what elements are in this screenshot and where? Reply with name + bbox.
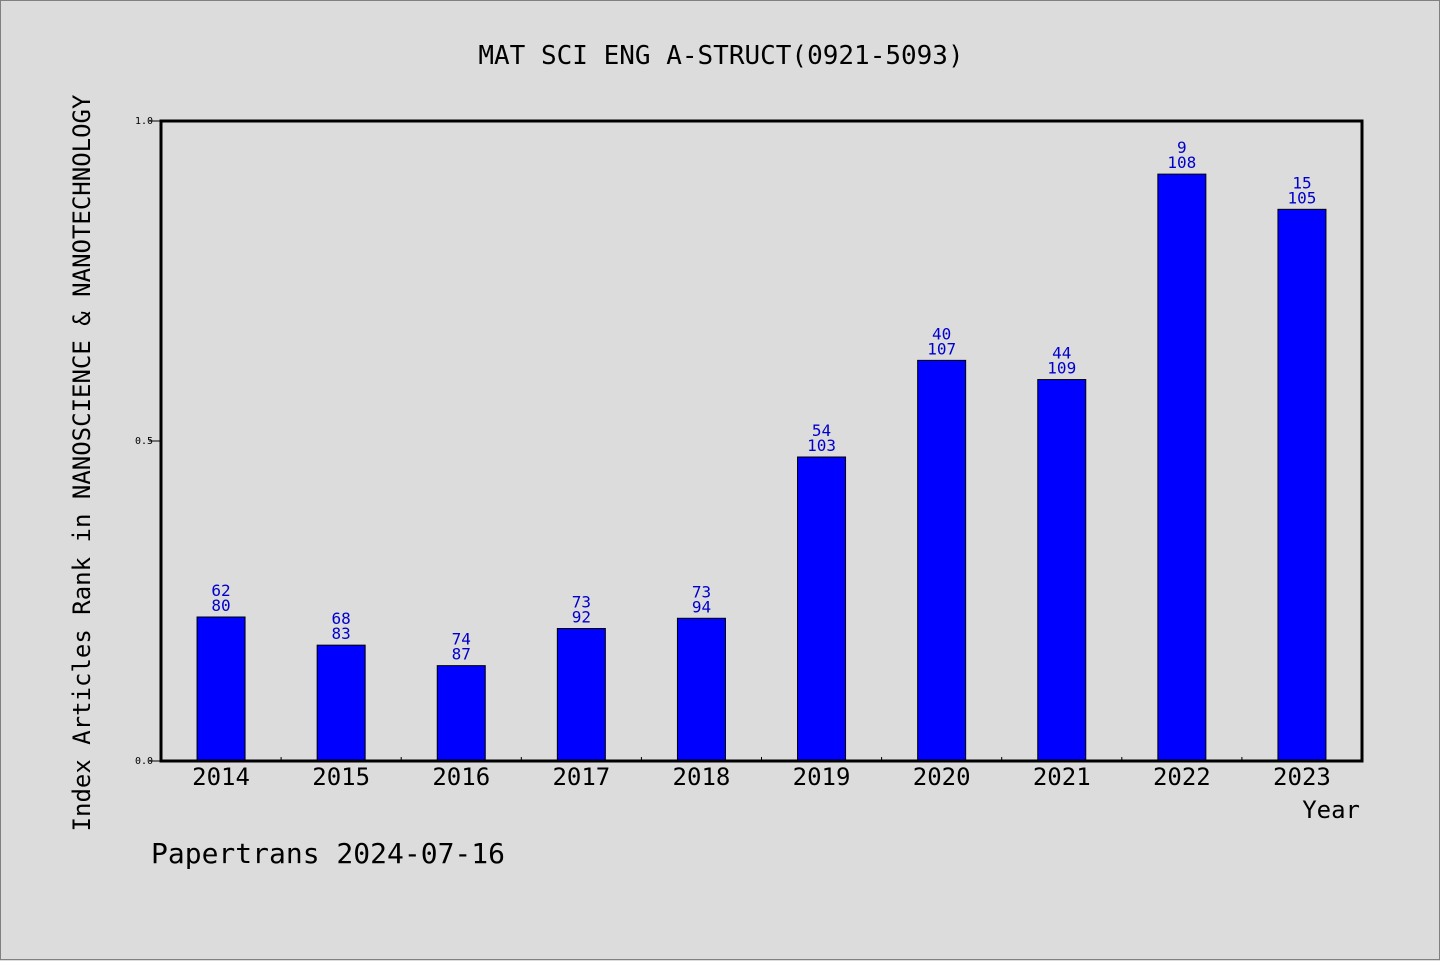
data-label-total: 94 — [692, 597, 711, 616]
x-tick-label: 2020 — [913, 763, 971, 791]
x-tick-label: 2021 — [1033, 763, 1091, 791]
data-label-total: 83 — [332, 624, 351, 643]
x-axis-label: Year — [1302, 796, 1360, 824]
data-label-total: 105 — [1287, 188, 1316, 207]
data-label-total: 87 — [452, 645, 471, 664]
bar-2014 — [196, 616, 246, 762]
bar-2020 — [917, 359, 967, 762]
data-label-rank: 62 — [211, 581, 230, 600]
bar-2016 — [436, 665, 486, 762]
data-label-rank: 40 — [932, 324, 951, 343]
bar-2023 — [1277, 208, 1327, 762]
data-label-rank: 74 — [452, 630, 471, 649]
bar-2021 — [1037, 379, 1087, 762]
x-tick-label: 2019 — [793, 763, 851, 791]
data-label-rank: 15 — [1292, 173, 1311, 192]
data-label-total: 109 — [1047, 359, 1076, 378]
data-label-rank: 54 — [812, 421, 831, 440]
x-tick-label: 2014 — [192, 763, 250, 791]
x-tick-label: 2015 — [312, 763, 370, 791]
bar-2022 — [1157, 173, 1207, 762]
x-tick-label: 2023 — [1273, 763, 1331, 791]
data-label-rank: 73 — [692, 582, 711, 601]
plot-area-border — [159, 119, 1364, 763]
y-tick-label: 1.0 — [135, 116, 153, 127]
data-label-total: 80 — [211, 596, 230, 615]
x-tick-label: 2018 — [673, 763, 731, 791]
footer-credit: Papertrans 2024-07-16 — [151, 837, 505, 870]
data-label-rank: 68 — [332, 609, 351, 628]
data-label-rank: 73 — [572, 593, 591, 612]
data-label-total: 107 — [927, 339, 956, 358]
data-label-total: 92 — [572, 608, 591, 627]
y-axis-label: Index Articles Rank in NANOSCIENCE & NAN… — [68, 94, 96, 831]
chart-title: MAT SCI ENG A-STRUCT(0921-5093) — [478, 41, 963, 71]
data-label-rank: 44 — [1052, 344, 1071, 363]
data-label-rank: 9 — [1177, 138, 1187, 157]
bar-2019 — [797, 456, 847, 762]
bar-2017 — [556, 628, 606, 762]
y-tick-label: 0.5 — [135, 436, 153, 447]
bar-2018 — [676, 617, 726, 762]
bar-2015 — [316, 644, 366, 762]
x-tick-label: 2016 — [432, 763, 490, 791]
x-tick-label: 2017 — [552, 763, 610, 791]
data-label-total: 103 — [807, 436, 836, 455]
x-tick-label: 2022 — [1153, 763, 1211, 791]
y-tick-label: 0.0 — [135, 756, 153, 767]
data-label-total: 108 — [1167, 153, 1196, 172]
